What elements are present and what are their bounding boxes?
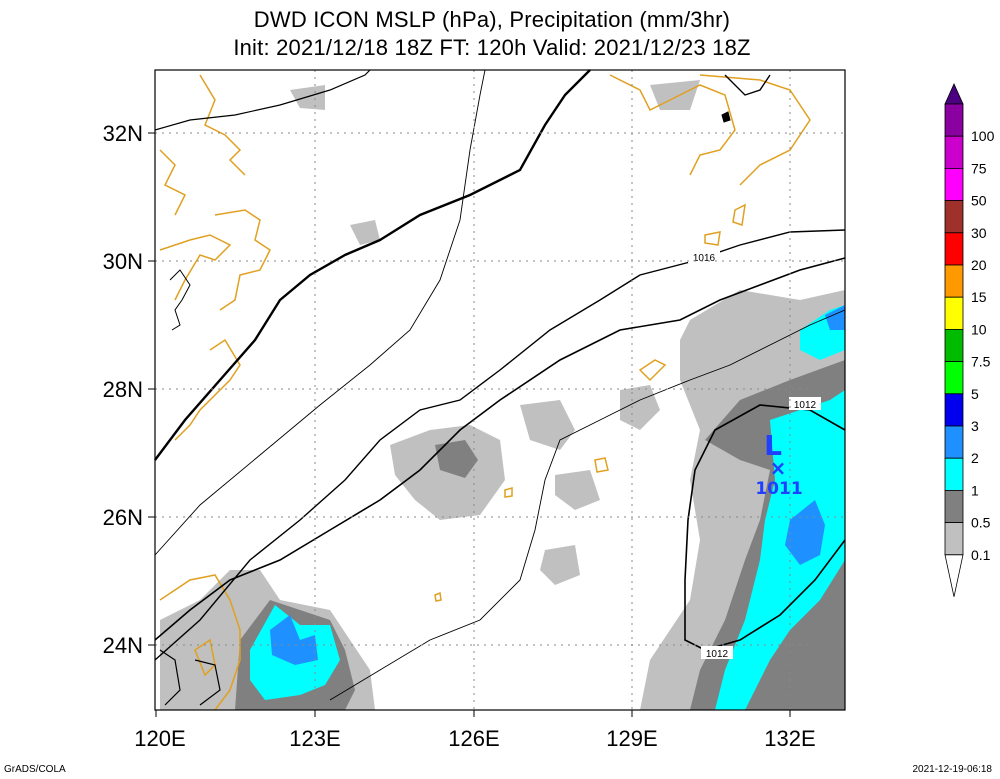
- isobar-label-1012-south: 1012: [706, 649, 729, 660]
- x-tick-label: 129E: [606, 726, 657, 751]
- coastlines: [159, 74, 811, 711]
- colorbar-segment: [944, 200, 964, 234]
- colorbar-label: 10: [971, 321, 987, 337]
- colorbar-segment: [944, 489, 964, 523]
- low-pressure-center: L × 1011: [755, 429, 802, 499]
- colorbar-label: 20: [971, 257, 987, 273]
- colorbar-segment: [944, 167, 964, 201]
- colorbar-arrow-top: [944, 83, 964, 105]
- axis-ticks: [148, 132, 791, 717]
- colorbar-segment: [944, 522, 964, 556]
- colorbar-label: 7.5: [971, 354, 991, 370]
- x-tick-label: 120E: [134, 726, 185, 751]
- x-tick-label: 123E: [289, 726, 340, 751]
- graticule: [155, 70, 845, 710]
- colorbar-segment: [944, 103, 964, 137]
- x-tick-label: 126E: [448, 726, 499, 751]
- low-pressure-value: 1011: [755, 479, 802, 499]
- colorbar-segment: [944, 393, 964, 427]
- colorbar-label: 2: [971, 450, 979, 466]
- colorbar-label: 5: [971, 386, 979, 402]
- y-tick-label: 28N: [103, 377, 143, 402]
- isobar-labels: 1016 1012 1012: [688, 250, 821, 660]
- colorbar-arrow-bottom: [944, 554, 964, 597]
- colorbar-segment: [944, 264, 964, 298]
- colorbar-label: 0.1: [971, 547, 991, 563]
- colorbar-segment: [944, 328, 964, 362]
- low-marker-icon: ×: [770, 456, 787, 480]
- y-tick-label: 24N: [103, 633, 143, 658]
- colorbar-label: 30: [971, 225, 987, 241]
- footer-timestamp: 2021-12-19-06:18: [912, 764, 992, 775]
- colorbar-label: 15: [971, 289, 987, 305]
- colorbar-segment: [944, 232, 964, 266]
- colorbar-segment: [944, 457, 964, 491]
- y-tick-label: 30N: [103, 249, 143, 274]
- colorbar-label: 0.5: [971, 515, 991, 531]
- isobar-label-1016: 1016: [693, 253, 716, 264]
- y-axis-labels: 32N 30N 28N 26N 24N: [103, 121, 143, 658]
- colorbar-label: 3: [971, 418, 979, 434]
- low-symbol: L: [764, 429, 782, 462]
- colorbar-label: 100: [971, 128, 995, 144]
- x-axis-labels: 120E 123E 126E 129E 132E: [134, 726, 815, 751]
- footer-software-credit: GrADS/COLA: [4, 764, 66, 775]
- colorbar-label: 1: [971, 482, 979, 498]
- map-panel: 1016 1012 1012 L × 1011: [103, 69, 846, 751]
- colorbar-segment: [944, 296, 964, 330]
- isobar-label-1012-north: 1012: [794, 400, 817, 411]
- y-tick-label: 26N: [103, 505, 143, 530]
- map-title-line-1: DWD ICON MSLP (hPa), Precipitation (mm/3…: [253, 7, 731, 32]
- colorbar-segment: [944, 135, 964, 169]
- precip-colorbar: [944, 83, 964, 597]
- x-tick-label: 132E: [764, 726, 815, 751]
- map-title-line-2: Init: 2021/12/18 18Z FT: 120h Valid: 202…: [233, 35, 751, 60]
- colorbar-segment: [944, 361, 964, 395]
- colorbar-segment: [944, 425, 964, 459]
- colorbar-labels: 100 75 50 30 20 15 10 7.5 5 3 2 1 0.5 0.1: [971, 128, 995, 563]
- colorbar-label: 75: [971, 160, 987, 176]
- precip-shading: [160, 80, 845, 710]
- colorbar-label: 50: [971, 193, 987, 209]
- y-tick-label: 32N: [103, 121, 143, 146]
